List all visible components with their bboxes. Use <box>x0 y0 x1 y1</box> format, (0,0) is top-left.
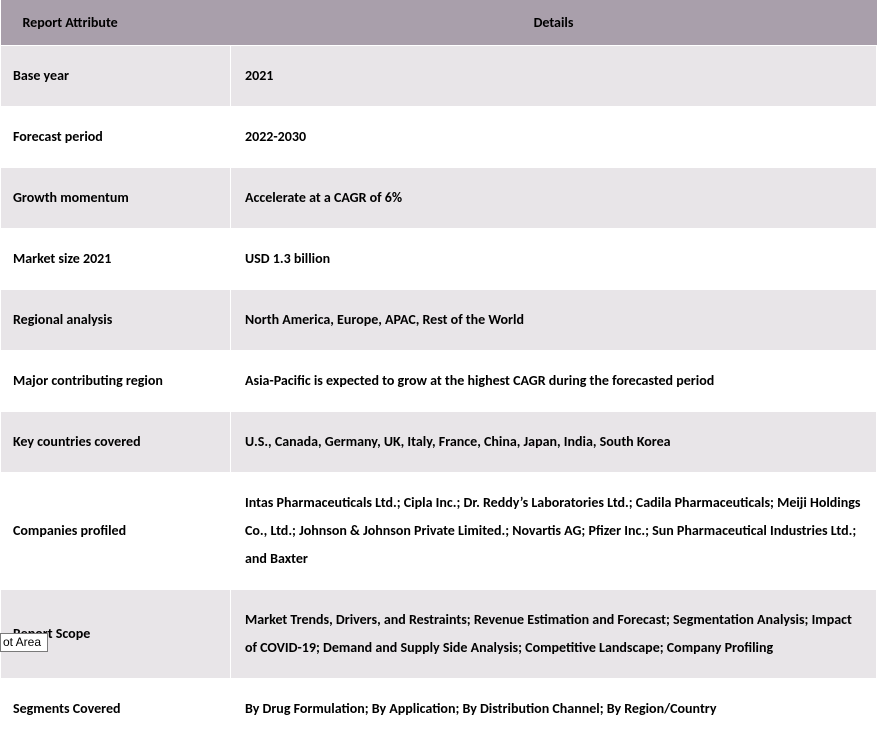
attribute-cell: Base year <box>1 46 231 107</box>
details-cell: 2021 <box>231 46 877 107</box>
attribute-cell: Market size 2021 <box>1 229 231 290</box>
details-cell: 2022-2030 <box>231 107 877 168</box>
details-cell: Market Trends, Drivers, and Restraints; … <box>231 590 877 679</box>
attribute-cell: Growth momentum <box>1 168 231 229</box>
attribute-cell: Regional analysis <box>1 290 231 351</box>
details-cell: North America, Europe, APAC, Rest of the… <box>231 290 877 351</box>
attribute-cell: Major contributing region <box>1 351 231 412</box>
attribute-cell: Companies profiled <box>1 473 231 590</box>
table-row: Growth momentumAccelerate at a CAGR of 6… <box>1 168 877 229</box>
attribute-cell: Key countries covered <box>1 412 231 473</box>
table-row: Major contributing regionAsia-Pacific is… <box>1 351 877 412</box>
details-cell: USD 1.3 billion <box>231 229 877 290</box>
details-cell: Intas Pharmaceuticals Ltd.; Cipla Inc.; … <box>231 473 877 590</box>
table-header-row: Report Attribute Details <box>1 0 877 46</box>
attribute-cell: Segments Covered <box>1 679 231 740</box>
table-row: Regional analysisNorth America, Europe, … <box>1 290 877 351</box>
attribute-cell: Forecast period <box>1 107 231 168</box>
details-cell: Asia-Pacific is expected to grow at the … <box>231 351 877 412</box>
details-cell: U.S., Canada, Germany, UK, Italy, France… <box>231 412 877 473</box>
plot-area-tooltip: ot Area <box>0 633 48 652</box>
table-row: Key countries coveredU.S., Canada, Germa… <box>1 412 877 473</box>
details-cell: By Drug Formulation; By Application; By … <box>231 679 877 740</box>
column-header-attribute: Report Attribute <box>1 0 231 46</box>
table-row: Companies profiledIntas Pharmaceuticals … <box>1 473 877 590</box>
table-row: Report ScopeMarket Trends, Drivers, and … <box>1 590 877 679</box>
report-attributes-table: Report Attribute Details Base year2021Fo… <box>0 0 877 740</box>
column-header-details: Details <box>231 0 877 46</box>
table-row: Base year2021 <box>1 46 877 107</box>
details-cell: Accelerate at a CAGR of 6% <box>231 168 877 229</box>
table-row: Market size 2021USD 1.3 billion <box>1 229 877 290</box>
table-row: Segments CoveredBy Drug Formulation; By … <box>1 679 877 740</box>
table-row: Forecast period2022-2030 <box>1 107 877 168</box>
